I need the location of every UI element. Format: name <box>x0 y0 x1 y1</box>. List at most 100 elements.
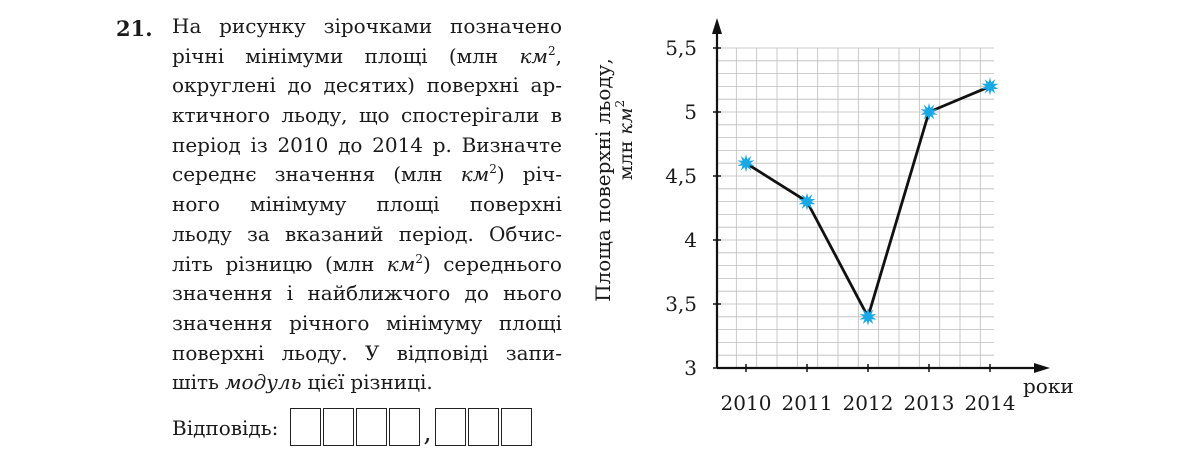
statement-word: мінімуми <box>245 43 344 68</box>
statement-word: площі <box>498 310 562 335</box>
decimal-comma: , <box>423 418 432 448</box>
statement-word: льоду. <box>281 340 348 365</box>
statement-word: Обчис- <box>489 221 562 246</box>
statement-word: спостерігали <box>401 103 540 128</box>
statement-word: різницю <box>225 251 313 276</box>
statement-word: (млн <box>448 43 499 68</box>
answer-label: Відповідь: <box>172 416 279 440</box>
statement-word: середнього <box>443 251 562 276</box>
statement-word: цієї <box>307 370 345 395</box>
y-axis-label: Площа поверхні льоду, <box>591 58 615 302</box>
statement-word: річного <box>289 310 370 335</box>
statement-line: значення річного мінімуму площі <box>172 309 562 339</box>
statement-word: значення <box>274 162 376 187</box>
statement-word: середнє <box>172 162 257 187</box>
answer-digit-box[interactable] <box>434 408 466 446</box>
y-tick-label: 3,5 <box>665 292 697 316</box>
task-number: 21. <box>116 16 153 41</box>
statement-word: до <box>287 73 312 98</box>
x-tick-label: 2012 <box>843 391 894 415</box>
answer-digit-box[interactable] <box>290 408 322 446</box>
statement-word: Визначте <box>461 132 562 157</box>
x-tick-label: 2011 <box>782 391 833 415</box>
statement-line: льоду за вказаний період. Обчис- <box>172 220 562 250</box>
statement-word: період <box>172 132 241 157</box>
statement-word: р. <box>432 132 452 157</box>
data-point-star <box>981 77 999 96</box>
statement-word: що <box>358 103 390 128</box>
statement-line: округлені до десятих) поверхні ар- <box>172 71 562 101</box>
statement-word: вказаний <box>285 221 384 246</box>
statement-word: шіть <box>172 370 219 395</box>
answer-digit-box[interactable] <box>356 408 388 446</box>
statement-word: до <box>464 281 489 306</box>
statement-word: річні <box>172 43 225 68</box>
statement-word: (млн <box>324 251 375 276</box>
answer-digit-box[interactable] <box>323 408 355 446</box>
statement-word: нього <box>503 281 562 306</box>
statement-word: поверхні <box>172 340 265 365</box>
statement-word: із <box>250 132 268 157</box>
statement-word: 2014 <box>372 132 424 157</box>
statement-word: за <box>246 221 270 246</box>
statement-line: шіть модуль цієї різниці. <box>172 368 562 398</box>
x-tick-label: 2014 <box>965 391 1016 415</box>
x-axis-label: роки <box>1023 374 1074 398</box>
statement-word: значення <box>172 281 273 306</box>
statement-word: рисунку <box>219 14 306 38</box>
statement-word: річ- <box>522 162 562 187</box>
statement-word: мінімуму <box>386 310 483 335</box>
data-point-star <box>920 103 938 121</box>
answer-digit-box[interactable] <box>389 408 421 446</box>
y-tick-label: 4 <box>684 228 697 252</box>
statement-line: ктичного льоду, що спостерігали в <box>172 101 562 131</box>
statement-word: найближчого <box>307 281 451 306</box>
statement-line: середнє значення (млн км2) річ- <box>172 160 562 190</box>
statement-word: літь <box>172 251 214 276</box>
statement-word: км2) <box>386 251 431 276</box>
statement-word: ктичного <box>172 103 271 128</box>
y-axis-arrow <box>712 18 722 34</box>
statement-word: площі <box>364 43 428 68</box>
statement-word: На <box>172 14 202 38</box>
data-point-star <box>798 192 816 211</box>
y-axis-unit-label: млн км2 <box>613 100 637 180</box>
data-point-star <box>737 154 755 173</box>
statement-word: поверхні <box>426 73 519 98</box>
statement-word: різниці. <box>350 370 433 395</box>
statement-word: льоду <box>172 221 232 246</box>
statement-word: (млн <box>393 162 443 187</box>
statement-line: ного мінімуму площі поверхні <box>172 190 562 220</box>
statement-line: На рисунку зірочками позначено <box>172 12 562 42</box>
statement-word: округлені <box>172 73 276 98</box>
answer-digit-box[interactable] <box>467 408 499 446</box>
task-statement: На рисунку зірочками позначено річні мінімуми… <box>172 12 562 398</box>
statement-word: позначено <box>450 14 562 38</box>
statement-word: ар- <box>530 73 562 98</box>
data-point-star <box>859 307 877 326</box>
statement-word: значення <box>172 310 273 335</box>
statement-word: відповіді <box>396 340 489 365</box>
statement-word: зірочками <box>323 14 433 38</box>
statement-word: запи- <box>505 340 562 365</box>
statement-line: значення і найближчого до нього <box>172 279 562 309</box>
statement-word: і <box>286 281 294 306</box>
statement-word: до <box>338 132 363 157</box>
statement-word: період. <box>398 221 474 246</box>
statement-word: льоду, <box>281 103 348 128</box>
statement-line: літь різницю (млн км2) середнього <box>172 250 562 280</box>
x-axis-arrow <box>1034 363 1050 373</box>
statement-line: річні мінімуми площі (млн км2, <box>172 42 562 72</box>
statement-word: км2) <box>460 162 505 187</box>
ice-area-line-chart: 3 3,5 4 4,5 5 5,5 2010 2011 2012 2013 2014 роки Площ… <box>591 18 1074 415</box>
x-tick-label: 2010 <box>721 391 772 415</box>
statement-word: км2, <box>519 43 562 68</box>
statement-word: ного <box>172 192 220 217</box>
y-tick-label: 5,5 <box>665 36 697 60</box>
y-tick-label: 4,5 <box>665 164 697 188</box>
y-tick-label: 5 <box>684 100 697 124</box>
answer-digit-box[interactable] <box>500 408 532 446</box>
statement-word: в <box>550 103 562 128</box>
statement-word: У <box>364 340 380 365</box>
